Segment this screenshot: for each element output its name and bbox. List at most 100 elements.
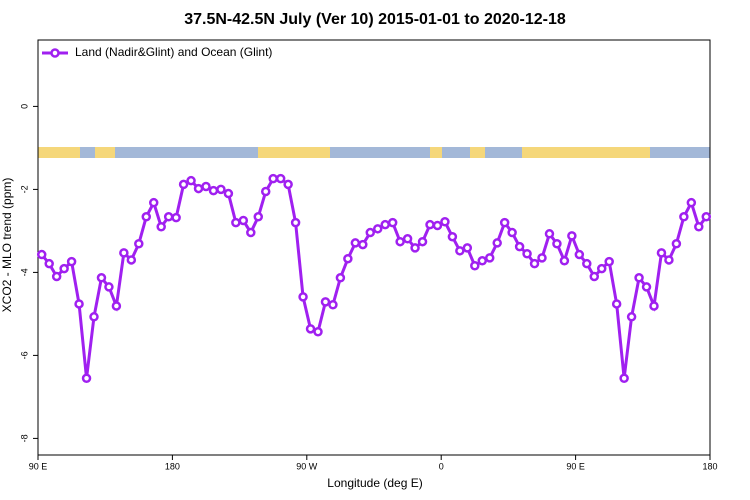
data-point xyxy=(619,373,629,383)
data-point xyxy=(193,183,204,194)
data-point xyxy=(163,212,174,222)
data-point xyxy=(290,217,301,228)
y-tick-label: -2 xyxy=(19,185,29,193)
data-point xyxy=(283,179,293,190)
data-point xyxy=(470,261,480,271)
data-point xyxy=(694,222,704,232)
data-point xyxy=(74,299,84,309)
data-point xyxy=(246,227,256,238)
data-point xyxy=(372,224,383,234)
data-point xyxy=(186,175,196,186)
data-point xyxy=(96,273,107,283)
data-point xyxy=(343,253,353,264)
data-point xyxy=(335,273,346,283)
data-point xyxy=(649,301,659,311)
data-point xyxy=(305,324,316,334)
data-point xyxy=(148,197,159,208)
data-point xyxy=(358,239,368,250)
series-line xyxy=(40,177,708,379)
data-point xyxy=(582,258,592,269)
data-point xyxy=(387,217,398,228)
y-tick-label: 0 xyxy=(19,104,29,109)
data-point xyxy=(425,219,435,230)
data-point xyxy=(313,326,323,337)
data-point xyxy=(417,236,428,247)
data-point xyxy=(365,227,376,238)
data-point xyxy=(664,255,674,265)
data-point xyxy=(522,248,532,259)
data-point xyxy=(231,217,241,228)
data-point xyxy=(171,212,181,223)
data-point xyxy=(447,231,458,242)
x-tick-label: 180 xyxy=(165,461,180,471)
data-point xyxy=(567,231,577,241)
data-point xyxy=(492,238,502,248)
data-point xyxy=(432,220,443,231)
land-ocean-strip xyxy=(38,147,710,158)
data-point xyxy=(134,239,144,249)
data-point xyxy=(201,181,211,192)
chart-title: 37.5N-42.5N July (Ver 10) 2015-01-01 to … xyxy=(184,11,566,28)
data-point xyxy=(596,263,607,274)
data-point xyxy=(507,227,517,238)
legend-label: Land (Nadir&Glint) and Ocean (Glint) xyxy=(75,45,272,59)
data-point xyxy=(671,239,682,249)
data-point xyxy=(514,241,525,252)
data-point xyxy=(141,212,152,222)
data-point xyxy=(604,256,614,267)
data-point xyxy=(178,179,189,190)
data-point xyxy=(589,271,600,282)
data-point xyxy=(529,258,540,269)
data-point xyxy=(298,292,308,302)
y-tick-label: -6 xyxy=(19,351,29,359)
data-point xyxy=(574,249,585,260)
data-point xyxy=(544,229,555,239)
x-axis-label: Longitude (deg E) xyxy=(327,476,422,490)
plot-frame xyxy=(37,39,711,456)
data-point xyxy=(484,253,495,263)
data-point xyxy=(275,173,286,184)
x-tick-label: 180 xyxy=(702,461,717,471)
x-tick-label: 90 W xyxy=(296,461,318,471)
x-tick-label: 90 E xyxy=(29,461,48,471)
data-point xyxy=(208,185,219,196)
y-axis-label: XCO2 - MLO trend (ppm) xyxy=(0,178,14,313)
data-point xyxy=(111,301,122,311)
x-tick-label: 90 E xyxy=(566,461,585,471)
y-tick-label: -4 xyxy=(19,268,29,276)
data-point xyxy=(462,243,473,253)
data-point xyxy=(44,258,54,269)
data-point xyxy=(260,186,271,197)
data-point xyxy=(499,217,510,228)
data-point xyxy=(253,212,264,222)
data-point xyxy=(537,253,547,263)
data-point xyxy=(679,212,689,222)
data-point xyxy=(59,263,69,274)
data-point xyxy=(216,184,226,195)
data-point xyxy=(395,236,405,247)
legend-marker xyxy=(50,48,60,58)
data-point xyxy=(656,248,667,258)
data-point xyxy=(559,256,570,266)
data-point xyxy=(626,312,637,322)
data-point xyxy=(89,312,99,322)
data-point xyxy=(477,256,488,266)
data-point xyxy=(126,255,137,265)
data-point xyxy=(440,217,450,227)
data-point xyxy=(104,282,114,292)
data-point xyxy=(268,173,278,184)
data-point xyxy=(634,273,644,283)
data-point xyxy=(51,271,62,282)
y-tick-label: -8 xyxy=(19,434,29,442)
data-point xyxy=(350,238,361,248)
data-point xyxy=(701,212,712,222)
data-point xyxy=(66,256,77,267)
data-point xyxy=(611,299,622,309)
data-point xyxy=(410,243,420,253)
data-point xyxy=(641,282,652,292)
data-point xyxy=(36,249,47,260)
data-point xyxy=(156,222,166,232)
data-point xyxy=(402,234,413,244)
data-point xyxy=(552,239,562,249)
